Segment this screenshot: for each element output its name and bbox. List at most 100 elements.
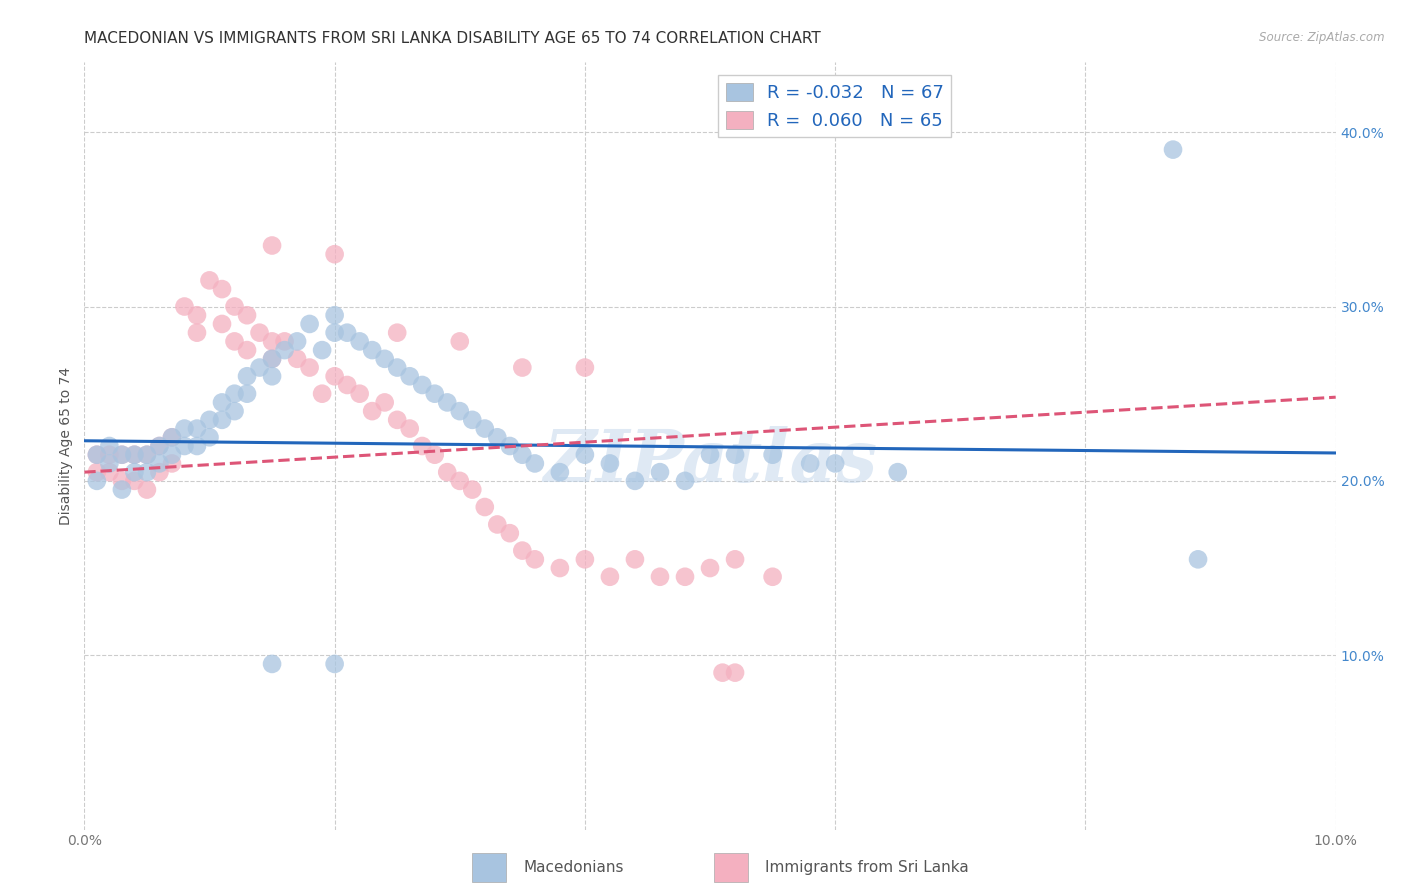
Point bbox=[86, 448, 108, 462]
Point bbox=[323, 247, 346, 261]
Point bbox=[211, 413, 233, 427]
Point bbox=[799, 457, 821, 471]
Point bbox=[285, 351, 308, 366]
Point bbox=[499, 526, 522, 541]
Point bbox=[423, 448, 446, 462]
Point bbox=[548, 561, 571, 575]
Point bbox=[160, 430, 183, 444]
Point bbox=[186, 421, 208, 435]
Point bbox=[648, 465, 671, 479]
FancyBboxPatch shape bbox=[714, 854, 748, 881]
Point bbox=[249, 326, 271, 340]
Point bbox=[111, 448, 134, 462]
Point bbox=[236, 308, 259, 322]
Point bbox=[385, 360, 409, 375]
Point bbox=[98, 465, 121, 479]
Point bbox=[262, 238, 284, 252]
FancyBboxPatch shape bbox=[472, 854, 506, 881]
Point bbox=[449, 404, 471, 418]
Point bbox=[262, 351, 284, 366]
Point bbox=[762, 570, 785, 584]
Point bbox=[262, 369, 284, 384]
Point bbox=[262, 334, 284, 349]
Point bbox=[512, 448, 534, 462]
Point bbox=[86, 474, 108, 488]
Point bbox=[198, 430, 221, 444]
Point bbox=[148, 457, 170, 471]
Text: MACEDONIAN VS IMMIGRANTS FROM SRI LANKA DISABILITY AGE 65 TO 74 CORRELATION CHAR: MACEDONIAN VS IMMIGRANTS FROM SRI LANKA … bbox=[84, 31, 821, 46]
Y-axis label: Disability Age 65 to 74: Disability Age 65 to 74 bbox=[59, 367, 73, 525]
Point bbox=[236, 369, 259, 384]
Point bbox=[762, 448, 785, 462]
Text: Source: ZipAtlas.com: Source: ZipAtlas.com bbox=[1260, 31, 1385, 45]
Point bbox=[160, 430, 183, 444]
Point bbox=[173, 300, 195, 314]
Point bbox=[211, 317, 233, 331]
Point bbox=[224, 404, 246, 418]
Point bbox=[224, 300, 246, 314]
Point bbox=[449, 334, 471, 349]
Point bbox=[336, 326, 359, 340]
Point bbox=[648, 570, 671, 584]
Point bbox=[198, 413, 221, 427]
Point bbox=[599, 570, 621, 584]
Point bbox=[323, 308, 346, 322]
Point bbox=[724, 448, 747, 462]
Point bbox=[86, 448, 108, 462]
Point bbox=[148, 439, 170, 453]
Point bbox=[523, 457, 546, 471]
Point bbox=[323, 369, 346, 384]
Point bbox=[374, 395, 396, 409]
Point bbox=[548, 465, 571, 479]
Point bbox=[173, 439, 195, 453]
Point bbox=[111, 474, 134, 488]
Point bbox=[186, 308, 208, 322]
Point bbox=[624, 474, 647, 488]
Point bbox=[486, 517, 509, 532]
Point bbox=[887, 465, 910, 479]
Point bbox=[173, 421, 195, 435]
Point bbox=[186, 326, 208, 340]
Point bbox=[512, 360, 534, 375]
Point bbox=[349, 386, 371, 401]
Point bbox=[385, 326, 409, 340]
Point bbox=[211, 282, 233, 296]
Point bbox=[224, 334, 246, 349]
Point bbox=[673, 474, 696, 488]
Point bbox=[574, 552, 596, 566]
Text: Macedonians: Macedonians bbox=[523, 860, 623, 875]
Point bbox=[398, 369, 420, 384]
Point bbox=[136, 448, 159, 462]
Point bbox=[349, 334, 371, 349]
Point bbox=[624, 552, 647, 566]
Point bbox=[436, 395, 458, 409]
Point bbox=[512, 543, 534, 558]
Point bbox=[198, 273, 221, 287]
Point bbox=[160, 448, 183, 462]
Point bbox=[273, 343, 295, 357]
Point bbox=[323, 326, 346, 340]
Point bbox=[249, 360, 271, 375]
Point bbox=[124, 448, 146, 462]
Point bbox=[673, 570, 696, 584]
Point bbox=[236, 386, 259, 401]
Point bbox=[461, 483, 484, 497]
Point bbox=[136, 448, 159, 462]
Point bbox=[436, 465, 458, 479]
Point bbox=[699, 448, 721, 462]
Point bbox=[211, 395, 233, 409]
Point bbox=[160, 457, 183, 471]
Point bbox=[124, 448, 146, 462]
Point bbox=[411, 439, 433, 453]
Point bbox=[262, 657, 284, 671]
Point bbox=[124, 474, 146, 488]
Point bbox=[298, 360, 321, 375]
Point bbox=[398, 421, 420, 435]
Point bbox=[724, 552, 747, 566]
Point bbox=[724, 665, 747, 680]
Point bbox=[285, 334, 308, 349]
Point bbox=[361, 404, 384, 418]
Point bbox=[86, 465, 108, 479]
Point bbox=[98, 439, 121, 453]
Point bbox=[474, 500, 496, 514]
